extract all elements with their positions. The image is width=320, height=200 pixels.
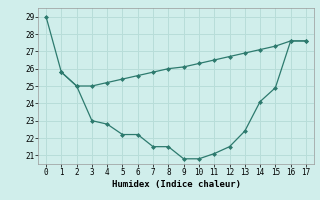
X-axis label: Humidex (Indice chaleur): Humidex (Indice chaleur)	[111, 180, 241, 189]
